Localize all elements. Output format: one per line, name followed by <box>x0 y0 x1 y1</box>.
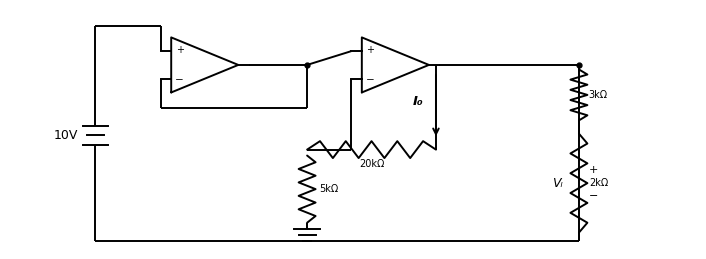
Text: +: + <box>176 45 184 55</box>
Text: 3kΩ: 3kΩ <box>589 90 608 100</box>
Text: −: − <box>175 75 184 85</box>
Text: 20kΩ: 20kΩ <box>359 160 384 169</box>
Text: −: − <box>589 191 598 201</box>
Text: 5kΩ: 5kΩ <box>319 184 338 194</box>
Text: +: + <box>366 45 374 55</box>
Text: +: + <box>589 166 598 175</box>
Text: I₀: I₀ <box>412 96 424 109</box>
Text: 10V: 10V <box>54 129 78 142</box>
Text: −: − <box>366 75 375 85</box>
Text: Vₗ: Vₗ <box>552 177 563 190</box>
Text: 2kΩ: 2kΩ <box>589 178 608 188</box>
